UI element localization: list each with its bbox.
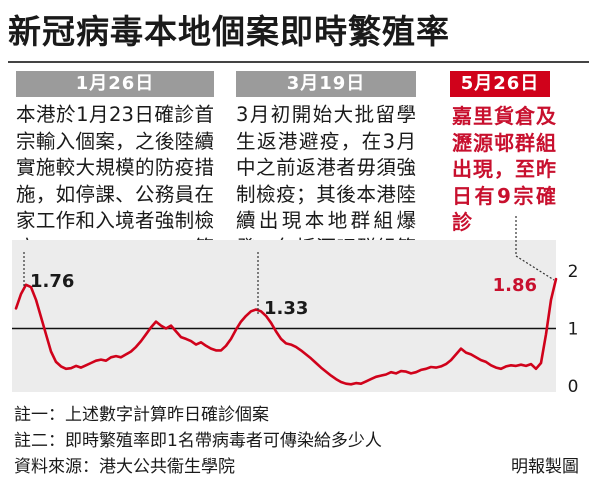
y-tick-label: 0 <box>568 377 579 397</box>
leader-line-3 <box>515 216 555 281</box>
panel-date-mar19: 3月19日 <box>236 71 416 97</box>
peak-label-3: 1.86 <box>493 275 537 296</box>
plot-background <box>12 240 556 392</box>
footnote-1: 註一：上述數字計算昨日確診個案 <box>14 405 269 425</box>
panel-date-jan26: 1月26日 <box>16 71 214 97</box>
y-tick-label: 2 <box>568 262 579 282</box>
credit: 明報製圖 <box>511 457 579 477</box>
panel-date-may26: 5月26日 <box>450 71 550 97</box>
rt-series-line <box>14 277 558 386</box>
panel-note-may26: 嘉里貨倉及瀝源邨群組出現，至昨日有9宗確診 <box>452 104 556 234</box>
peak-label-1: 1.76 <box>30 271 74 292</box>
footnote-2: 註二：即時繁殖率即1名帶病毒者可傳染給多少人 <box>14 431 382 451</box>
title-divider <box>8 61 589 63</box>
chart-title: 新冠病毒本地個案即時繁殖率 <box>8 12 450 51</box>
peak-label-2: 1.33 <box>264 298 308 319</box>
source-note: 資料來源：港大公共衞生學院 <box>14 457 235 477</box>
y-tick-label: 1 <box>568 320 579 340</box>
